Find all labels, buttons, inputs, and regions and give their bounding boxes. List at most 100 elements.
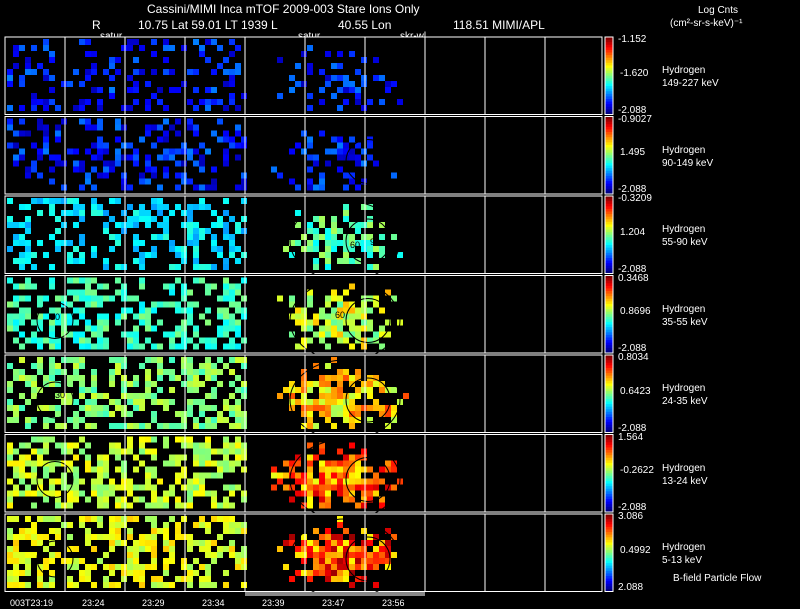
heatmap-cell (331, 570, 337, 576)
heatmap-cell (145, 130, 151, 137)
heatmap-cell (313, 331, 319, 338)
heatmap-cell (19, 528, 25, 534)
heatmap-cell (193, 478, 199, 485)
heatmap-cell (301, 393, 307, 399)
colorbar-segment (605, 196, 613, 200)
time-tick-label: 23:39 (262, 598, 285, 608)
colorbar-segment (605, 475, 613, 479)
heatmap-cell (229, 528, 235, 534)
heatmap-cell (91, 516, 97, 522)
heatmap-cell (307, 478, 313, 485)
heatmap-cell (361, 240, 367, 246)
heatmap-cell (13, 283, 19, 290)
heatmap-cell (163, 105, 169, 111)
heatmap-cell (157, 87, 163, 93)
heatmap-cell (73, 490, 79, 497)
heatmap-cell (331, 460, 337, 467)
heatmap-cell (61, 558, 67, 564)
heatmap-cell (229, 313, 235, 320)
heatmap-cell (145, 448, 151, 455)
colorbar-mid-label: -1.620 (620, 67, 649, 79)
heatmap-cell (349, 307, 355, 314)
heatmap-cell (109, 160, 115, 167)
heatmap-cell (355, 484, 361, 491)
heatmap-cell (307, 502, 313, 509)
heatmap-cell (97, 484, 103, 491)
heatmap-cell (7, 405, 13, 411)
heatmap-cell (373, 490, 379, 497)
colorbar-segment (605, 547, 613, 551)
heatmap-cell (37, 154, 43, 161)
heatmap-cell (325, 484, 331, 491)
colorbar-segment (605, 424, 613, 428)
heatmap-cell (271, 472, 277, 479)
heatmap-cell (307, 399, 313, 405)
heatmap-cell (205, 528, 211, 534)
heatmap-cell (37, 295, 43, 302)
heatmap-cell (151, 552, 157, 558)
heatmap-cell (139, 442, 145, 449)
heatmap-cell (7, 198, 13, 204)
heatmap-cell (139, 393, 145, 399)
heatmap-cell (55, 246, 61, 252)
heatmap-cell (349, 399, 355, 405)
heatmap-cell (79, 307, 85, 314)
heatmap-cell (163, 148, 169, 155)
heatmap-cell (355, 558, 361, 564)
heatmap-cell (205, 283, 211, 290)
heatmap-cell (349, 570, 355, 576)
heatmap-cell (181, 210, 187, 216)
heatmap-cell (343, 528, 349, 534)
heatmap-cell (385, 460, 391, 467)
heatmap-cell (145, 160, 151, 167)
heatmap-cell (181, 331, 187, 338)
heatmap-cell (37, 357, 43, 363)
colorbar-segment (605, 121, 613, 125)
heatmap-cell (313, 484, 319, 491)
heatmap-cell (319, 69, 325, 75)
heatmap-cell (37, 570, 43, 576)
heatmap-cell (349, 405, 355, 411)
heatmap-cell (163, 502, 169, 509)
heatmap-cell (133, 210, 139, 216)
heatmap-cell (361, 57, 367, 63)
heatmap-cell (61, 295, 67, 302)
colorbar-segment (605, 132, 613, 136)
heatmap-cell (31, 337, 37, 344)
heatmap-cell (331, 552, 337, 558)
heatmap-cell (163, 216, 169, 222)
heatmap-cell (313, 154, 319, 161)
heatmap-cell (67, 393, 73, 399)
heatmap-cell (85, 277, 91, 284)
header-r-label: R (92, 18, 101, 32)
heatmap-cell (7, 460, 13, 467)
heatmap-cell (289, 472, 295, 479)
heatmap-cell (133, 154, 139, 161)
heatmap-cell (217, 295, 223, 302)
heatmap-cell (43, 130, 49, 137)
heatmap-cell (373, 399, 379, 405)
heatmap-cell (31, 478, 37, 485)
colorbar-max-label: -0.3209 (618, 193, 652, 204)
heatmap-cell (187, 546, 193, 552)
heatmap-cell (151, 484, 157, 491)
heatmap-cell (115, 57, 121, 63)
heatmap-cell (85, 442, 91, 449)
heatmap-cell (109, 423, 115, 429)
heatmap-cell (7, 442, 13, 449)
heatmap-cell (199, 337, 205, 344)
colorbar-segment (605, 578, 613, 582)
heatmap-cell (67, 198, 73, 204)
heatmap-cell (235, 142, 241, 149)
heatmap-cell (349, 534, 355, 540)
heatmap-cell (223, 325, 229, 332)
heatmap-cell (49, 277, 55, 284)
colorbar-segment (605, 44, 613, 48)
heatmap-cell (121, 484, 127, 491)
heatmap-cell (169, 246, 175, 252)
heatmap-cell (103, 490, 109, 497)
colorbar-segment (605, 296, 613, 300)
heatmap-cell (121, 466, 127, 473)
heatmap-cell (115, 564, 121, 570)
heatmap-cell (235, 460, 241, 467)
